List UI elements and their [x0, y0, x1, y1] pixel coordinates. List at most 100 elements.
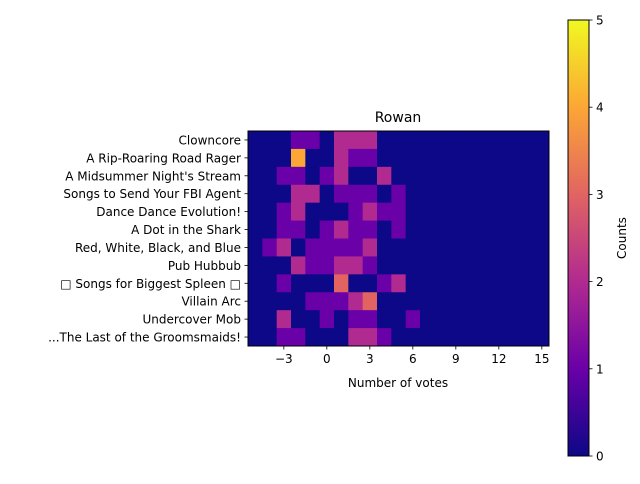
heatmap-cell	[477, 292, 493, 311]
colorbar-tick-label: 5	[596, 14, 604, 28]
heatmap-cell	[420, 274, 435, 293]
heatmap-cell	[506, 166, 521, 186]
heatmap-cell	[319, 256, 335, 275]
heatmap-cell	[420, 238, 435, 257]
heatmap-cell	[405, 310, 421, 329]
heatmap-cell	[334, 220, 349, 239]
heatmap-cell	[377, 202, 392, 221]
heatmap-cell	[405, 292, 421, 311]
heatmap-cell	[248, 328, 263, 347]
x-tick-label: 12	[491, 352, 506, 366]
heatmap-cell	[405, 328, 421, 347]
heatmap-cell	[377, 220, 392, 239]
heatmap-cell	[348, 274, 364, 293]
colorbar-tick-label: 3	[596, 188, 604, 202]
heatmap-cell	[348, 202, 364, 221]
heatmap-cell	[520, 202, 536, 221]
heatmap-cell	[448, 184, 464, 204]
heatmap-cell	[291, 184, 306, 204]
colorbar-label: Counts	[615, 217, 629, 259]
heatmap-cell	[463, 274, 478, 293]
heatmap-cell	[491, 184, 507, 204]
heatmap-cell	[477, 256, 493, 275]
heatmap-cell	[362, 310, 378, 329]
heatmap-cell	[319, 202, 335, 221]
heatmap-cell	[319, 131, 335, 150]
heatmap-cell	[463, 292, 478, 311]
heatmap-cell	[276, 148, 292, 168]
heatmap-cell	[506, 220, 521, 239]
heatmap-cell	[391, 256, 407, 275]
heatmap-cell	[534, 131, 550, 150]
heatmap-cell	[262, 220, 278, 239]
heatmap-cell	[534, 238, 550, 257]
heatmap-cell	[319, 238, 335, 257]
heatmap-cell	[534, 148, 550, 168]
heatmap-cell	[520, 310, 536, 329]
heatmap-cell	[405, 166, 421, 186]
heatmap-cell	[377, 292, 392, 311]
heatmap-cell	[262, 166, 278, 186]
heatmap-cell	[391, 238, 407, 257]
heatmap-cell	[362, 131, 378, 150]
heatmap-cell	[248, 310, 263, 329]
heatmap-cell	[362, 274, 378, 293]
heatmap-cell	[291, 310, 306, 329]
heatmap-cell	[334, 238, 349, 257]
heatmap-cell	[262, 148, 278, 168]
heatmap-cell	[434, 202, 450, 221]
heatmap-cell	[477, 166, 493, 186]
heatmap-cell	[391, 148, 407, 168]
heatmap-cell	[276, 274, 292, 293]
colorbar-tick-label: 2	[596, 275, 604, 289]
heatmap-cell	[477, 220, 493, 239]
heatmap-cell	[477, 274, 493, 293]
heatmap-cell	[434, 131, 450, 150]
heatmap-cell	[405, 131, 421, 150]
heatmap-cell	[305, 274, 321, 293]
heatmap-cell	[477, 310, 493, 329]
heatmap-cell	[448, 238, 464, 257]
x-ticks: −3 0 3 6 9 12 15	[275, 346, 549, 366]
heatmap-cell	[434, 148, 450, 168]
heatmap-cell	[534, 328, 550, 347]
heatmap-cell	[291, 328, 306, 347]
x-axis-label: Number of votes	[348, 376, 448, 390]
heatmap-cell	[463, 131, 478, 150]
heatmap-cell	[463, 310, 478, 329]
x-tick-label: 3	[366, 352, 374, 366]
y-tick-label: ...The Last of the Groomsmaids!	[48, 331, 241, 345]
heatmap-cell	[491, 292, 507, 311]
heatmap-cell	[434, 328, 450, 347]
heatmap-cell	[262, 238, 278, 257]
heatmap-cell	[434, 184, 450, 204]
heatmap-cell	[319, 184, 335, 204]
heatmap-cell	[319, 292, 335, 311]
heatmap-cell	[520, 166, 536, 186]
heatmap-cell	[520, 220, 536, 239]
heatmap-cell	[420, 310, 435, 329]
heatmap-cell	[477, 131, 493, 150]
heatmap-cell	[348, 131, 364, 150]
heatmap-cell	[434, 220, 450, 239]
heatmap-cell	[248, 184, 263, 204]
heatmap-cell	[248, 131, 263, 150]
x-tick-label: −3	[275, 352, 293, 366]
heatmap-cell	[506, 131, 521, 150]
heatmap-cell	[262, 328, 278, 347]
heatmap-cell	[448, 220, 464, 239]
heatmap-cell	[262, 131, 278, 150]
heatmap-cell	[491, 202, 507, 221]
heatmap-cell	[463, 328, 478, 347]
heatmap-cell	[362, 220, 378, 239]
heatmap-cell	[520, 328, 536, 347]
heatmap-cell	[434, 292, 450, 311]
heatmap-cell	[248, 292, 263, 311]
heatmap-cell	[434, 166, 450, 186]
heatmap-cell	[362, 328, 378, 347]
heatmap-cell	[506, 292, 521, 311]
heatmap-cell	[262, 292, 278, 311]
heatmap-cell	[305, 184, 321, 204]
heatmap-cell	[534, 292, 550, 311]
heatmap-cell	[276, 310, 292, 329]
